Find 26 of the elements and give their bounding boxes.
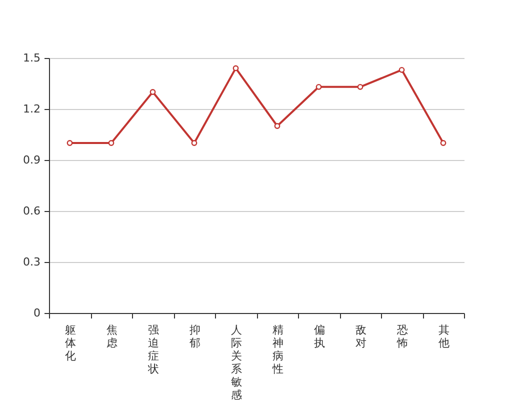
- x-tick-label: 人际关系敏感: [230, 324, 242, 400]
- point: [316, 84, 322, 90]
- x-tick-label: 强迫症状: [146, 324, 159, 376]
- x-tick-label: 抑郁: [189, 324, 200, 350]
- x-tick-label: 恐怖: [396, 324, 408, 350]
- point: [150, 89, 156, 95]
- point: [357, 84, 364, 90]
- x-tick-label: 精神病性: [271, 324, 284, 376]
- y-tick-label: 1.2: [23, 102, 40, 116]
- point: [191, 140, 198, 146]
- x-tick-label: 其他: [438, 324, 450, 350]
- y-tick-label: 0.3: [23, 256, 40, 268]
- point: [274, 123, 280, 129]
- point: [440, 140, 446, 146]
- x-tick-label: 焦虑: [106, 324, 118, 350]
- y-tick-label: 1.5: [23, 52, 40, 64]
- y-tick-label: 0.9: [23, 154, 40, 166]
- x-tick-label: 躯体化: [64, 324, 76, 362]
- x-tick-label: 偏执: [314, 324, 325, 350]
- point: [66, 140, 73, 146]
- point: [108, 140, 114, 146]
- y-tick-label: 0.6: [23, 204, 40, 218]
- y-tick-label: 0: [34, 306, 40, 320]
- point: [232, 65, 239, 72]
- point: [398, 66, 405, 73]
- x-tick-label: 敌对: [355, 324, 366, 350]
